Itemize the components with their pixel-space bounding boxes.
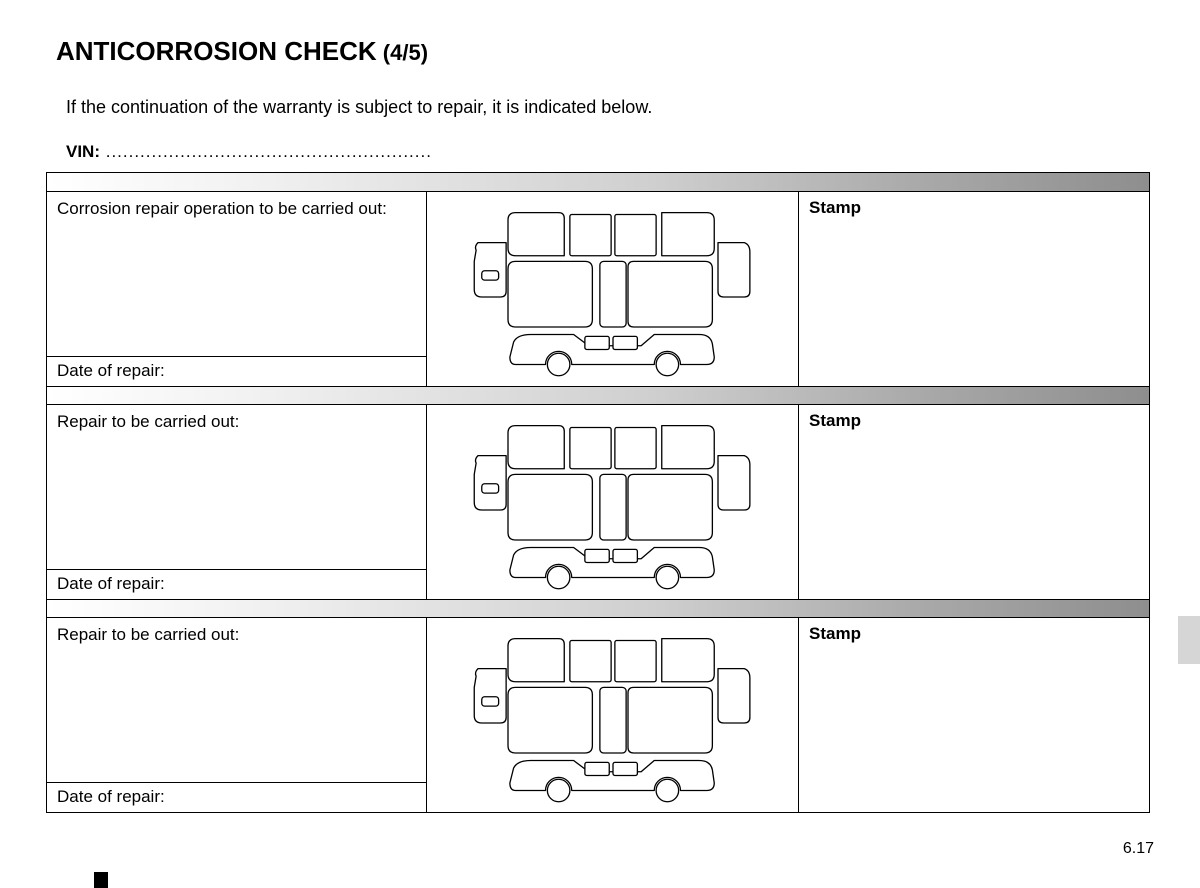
date-label: Date of repair:: [47, 782, 426, 812]
gradient-header-bar: [47, 599, 1149, 617]
vin-line: VIN: ...................................…: [66, 142, 1154, 162]
side-tab: [1178, 616, 1200, 664]
stamp-label: Stamp: [799, 618, 1149, 812]
date-label: Date of repair:: [47, 356, 426, 386]
table-row: Corrosion repair operation to be carried…: [47, 191, 1149, 386]
left-column: Repair to be carried out: Date of repair…: [47, 405, 427, 599]
title-main: ANTICORROSION CHECK: [56, 36, 377, 66]
car-diagram: [427, 192, 799, 386]
stamp-label: Stamp: [799, 405, 1149, 599]
vin-dots: ........................................…: [100, 142, 432, 161]
vin-label: VIN:: [66, 142, 100, 161]
repair-label: Repair to be carried out:: [47, 405, 426, 569]
check-table: Corrosion repair operation to be carried…: [46, 172, 1150, 813]
table-row: Repair to be carried out: Date of repair…: [47, 404, 1149, 599]
gradient-header-bar: [47, 386, 1149, 404]
car-diagram: [427, 618, 799, 812]
car-diagram: [427, 405, 799, 599]
intro-text: If the continuation of the warranty is s…: [66, 97, 1154, 118]
date-label: Date of repair:: [47, 569, 426, 599]
crop-mark: [94, 872, 108, 888]
stamp-label: Stamp: [799, 192, 1149, 386]
gradient-header-bar: [47, 173, 1149, 191]
repair-label: Repair to be carried out:: [47, 618, 426, 782]
table-row: Repair to be carried out: Date of repair…: [47, 617, 1149, 812]
page-title: ANTICORROSION CHECK (4/5): [56, 36, 1154, 67]
repair-label: Corrosion repair operation to be carried…: [47, 192, 426, 356]
left-column: Corrosion repair operation to be carried…: [47, 192, 427, 386]
title-paren: (4/5): [377, 40, 428, 65]
left-column: Repair to be carried out: Date of repair…: [47, 618, 427, 812]
page-number: 6.17: [1123, 840, 1154, 858]
